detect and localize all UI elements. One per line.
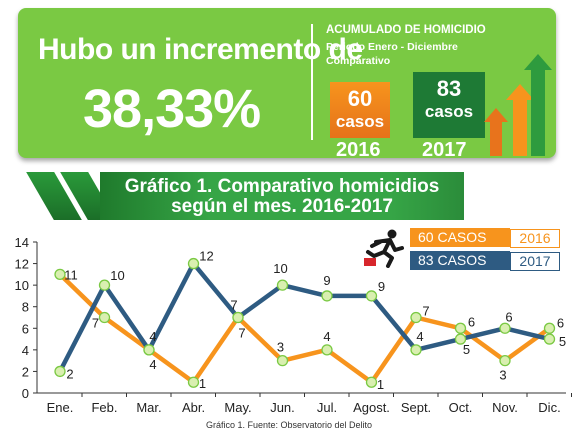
- data-label-2017: 10: [110, 268, 124, 283]
- y-tick-label: 6: [22, 321, 29, 336]
- y-tick-label: 12: [15, 257, 29, 272]
- data-label-2017: 7: [230, 298, 237, 313]
- data-label-2016: 1: [377, 377, 384, 392]
- data-label-2016: 4: [323, 329, 330, 344]
- data-point-2017: [321, 290, 333, 302]
- x-tick-label: Nov.: [492, 400, 518, 415]
- y-tick-label: 2: [22, 364, 29, 379]
- data-point-2017: [454, 333, 467, 345]
- data-label-2016: 4: [149, 357, 156, 372]
- casos-2016: casos: [335, 112, 385, 131]
- year-2016: 2016: [336, 139, 381, 161]
- count-2017: 83: [436, 76, 462, 101]
- chart-title-ribbon: Gráfico 1. Comparativo homicidios según …: [100, 172, 464, 220]
- chart-legend: 60 CASOS 2016 83 CASOS 2017: [410, 228, 560, 274]
- data-point-2017: [143, 344, 155, 356]
- divider: [311, 24, 313, 140]
- data-point-2017: [276, 279, 289, 291]
- x-tick-label: Feb.: [91, 400, 117, 415]
- x-tick-label: Jul.: [317, 400, 337, 415]
- data-label-2016: 7: [238, 326, 245, 341]
- data-point-2017: [410, 344, 422, 356]
- data-label-2017: 4: [416, 329, 423, 344]
- x-tick-label: Dic.: [538, 400, 560, 415]
- y-tick-label: 8: [22, 300, 29, 315]
- data-point-2017: [543, 333, 556, 345]
- x-tick-label: Ene.: [47, 400, 74, 415]
- period-label: Periodo Enero - Diciembre: [326, 41, 458, 53]
- chart-caption: Gráfico 1. Fuente: Observatorio del Deli…: [205, 420, 373, 430]
- x-tick-label: Agost.: [353, 400, 390, 415]
- legend-item-2016: 60 CASOS 2016: [410, 228, 560, 248]
- data-point-2016: [543, 322, 556, 334]
- growth-arrows-icon: [484, 54, 552, 156]
- comparative-label: Comparativo: [326, 55, 391, 67]
- data-label-2017: 2: [66, 366, 73, 381]
- headline: Hubo un incremento de: [38, 33, 363, 66]
- data-point-2016: [187, 376, 200, 388]
- data-label-2016: 6: [557, 315, 564, 330]
- data-point-2016: [98, 311, 111, 324]
- year-2017: 2017: [422, 139, 467, 161]
- y-tick-label: 10: [15, 278, 29, 293]
- data-point-2016: [276, 354, 289, 367]
- data-point-2017: [187, 257, 200, 270]
- chart-title-line1: Gráfico 1. Comparativo homicidios: [124, 176, 440, 197]
- data-point-2017: [365, 290, 378, 302]
- data-label-2017: 12: [199, 249, 213, 264]
- y-tick-label: 14: [15, 235, 29, 250]
- series-line-2016: [58, 272, 551, 385]
- legend-year-2017: 2017: [510, 252, 560, 271]
- x-tick-label: Oct.: [449, 400, 473, 415]
- data-label-2017: 6: [505, 309, 512, 324]
- data-label-2016: 7: [422, 304, 429, 319]
- data-point-2017: [98, 279, 111, 291]
- data-point-2016: [365, 376, 378, 388]
- data-label-2017: 9: [378, 279, 385, 294]
- data-point-2016: [54, 268, 66, 281]
- summary-banner: Hubo un incremento de 38,33% ACUMULADO D…: [18, 8, 556, 161]
- data-point-2016: [410, 311, 422, 324]
- data-point-2017: [499, 322, 511, 334]
- chart-title: Gráfico 1. Comparativo homicidios según …: [100, 177, 464, 217]
- runner-icon: [364, 229, 404, 268]
- legend-label-2016: 60 CASOS: [410, 228, 510, 247]
- y-tick-label: 4: [22, 343, 29, 358]
- data-label-2016: 7: [92, 316, 99, 331]
- legend-label-2017: 83 CASOS: [410, 251, 510, 270]
- x-tick-label: Abr.: [182, 400, 205, 415]
- accumulated-subtitle: Periodo Enero - Diciembre Comparativo: [326, 40, 546, 68]
- data-label-2016: 1: [199, 376, 206, 391]
- data-label-2016: 11: [64, 267, 78, 282]
- legend-year-2016: 2016: [510, 229, 560, 248]
- data-label-2017: 5: [463, 342, 470, 357]
- series-line-2017: [58, 261, 551, 373]
- data-label-2017: 10: [273, 261, 287, 276]
- casos-2017: casos: [424, 102, 474, 121]
- data-label-2017: 9: [323, 273, 330, 288]
- data-point-2016: [321, 344, 333, 356]
- chart-title-line2: según el mes. 2016-2017: [171, 196, 393, 217]
- data-label-2016: 3: [499, 368, 506, 383]
- data-label-2017: 5: [559, 334, 566, 349]
- x-tick-label: May.: [224, 400, 251, 415]
- data-label-2016: 6: [468, 314, 475, 329]
- data-point-2016: [454, 322, 467, 334]
- data-point-2017: [232, 311, 244, 324]
- x-tick-label: Mar.: [136, 400, 161, 415]
- data-point-2017: [54, 365, 66, 378]
- data-point-2016: [499, 354, 511, 367]
- box-2017: 83 casos: [413, 72, 485, 138]
- accumulated-title: ACUMULADO DE HOMICIDIO: [326, 24, 486, 36]
- data-label-2016: 3: [277, 340, 284, 355]
- y-tick-label: 0: [22, 386, 29, 401]
- data-label-2017: 4: [149, 329, 156, 344]
- x-tick-label: Sept.: [401, 400, 431, 415]
- count-2016: 60: [347, 86, 373, 111]
- legend-item-2017: 83 CASOS 2017: [410, 251, 560, 271]
- x-tick-label: Jun.: [270, 400, 295, 415]
- box-2016: 60 casos: [330, 82, 390, 138]
- increase-percent: 38,33%: [83, 79, 261, 139]
